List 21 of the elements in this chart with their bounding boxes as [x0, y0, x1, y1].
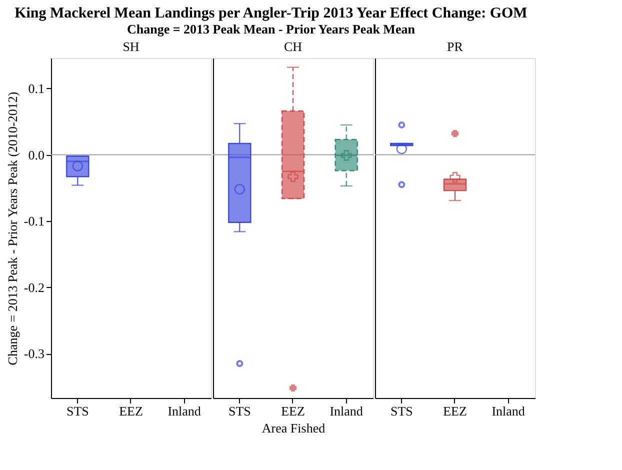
y-tick-label: -0.1 — [24, 214, 44, 229]
x-tick-label: Inland — [330, 404, 364, 418]
x-axis-title: Area Fished — [262, 420, 326, 436]
x-tick-label: STS — [390, 404, 413, 418]
y-axis-title: Change = 2013 Peak - Prior Years Peak (2010-2012) — [4, 92, 20, 366]
x-tick-label: EEZ — [443, 404, 467, 418]
text: PR — [447, 39, 464, 54]
text: SH — [122, 39, 140, 54]
text: Change = 2013 Peak Mean - Prior Years Peak Mean — [126, 22, 416, 36]
text: King Mackerel Mean Landings per Angler-Trip 2013 Year Effect Change: GOM — [14, 6, 528, 22]
x-tick-label: STS — [228, 404, 251, 418]
y-tick-label: 0.0 — [28, 147, 44, 162]
x-tick-label: STS — [66, 404, 89, 418]
x-tick-label: Inland — [492, 404, 526, 418]
y-tick-label: -0.3 — [24, 346, 44, 362]
x-tick-label: EEZ — [281, 404, 305, 418]
y-tick-label: 0.1 — [28, 80, 44, 96]
text: CH — [284, 39, 302, 54]
y-tick-label: -0.2 — [24, 280, 44, 295]
x-tick-label: Inland — [168, 404, 202, 418]
x-tick-label: EEZ — [119, 404, 143, 418]
